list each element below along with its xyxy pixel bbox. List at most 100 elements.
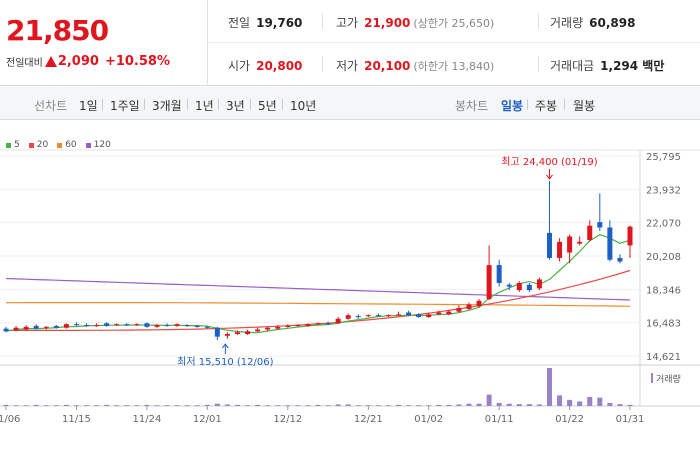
legend-ma20-label: 20 — [36, 140, 49, 150]
ma20-swatch — [28, 142, 34, 148]
high-arrow-head — [546, 174, 553, 180]
volume-bar — [506, 403, 512, 406]
x-tick-label: 01/02 — [414, 414, 443, 425]
divider — [322, 13, 323, 29]
stat-row-2: 시가 20,800 저가 20,100 (하한가 13,840) 거래대금 1,294 … — [208, 43, 700, 86]
legend-ma60[interactable]: 60 — [57, 140, 77, 150]
tab-1w[interactable]: 1주일 — [110, 99, 140, 113]
volume-legend-swatch — [651, 373, 653, 383]
candle-body — [546, 232, 552, 258]
candle-body — [194, 325, 200, 327]
volume-bar — [446, 404, 452, 406]
volume-bar — [476, 403, 482, 406]
up-triangle-icon — [44, 56, 57, 67]
tab-weekly[interactable]: 주봉 — [535, 99, 558, 113]
tab-monthly[interactable]: 월봉 — [573, 99, 596, 113]
candle-body — [164, 325, 170, 327]
candle-body — [345, 315, 351, 319]
upper-limit: (상한가 25,650) — [413, 17, 495, 30]
volume-bar — [587, 396, 593, 406]
tab-3m[interactable]: 3개월 — [152, 99, 182, 113]
divider — [564, 99, 565, 110]
volume-bar — [557, 395, 563, 406]
legend-ma5[interactable]: 5 — [6, 140, 20, 150]
volume-bar — [406, 405, 412, 406]
candle-body — [516, 282, 522, 291]
divider — [538, 56, 539, 72]
candle-body — [355, 316, 361, 318]
prev-close-stat: 전일 19,760 — [228, 14, 302, 31]
volume-bar — [536, 404, 542, 406]
legend-ma5-label: 5 — [14, 140, 20, 150]
stock-summary: 21,850 전일대비 2,090 +10.58% 전일 19,760 고가 21,… — [0, 0, 700, 86]
volume-bar — [154, 405, 160, 406]
candle-chart-header: 봉차트 — [455, 99, 489, 113]
candle-body — [396, 314, 402, 316]
current-price: 21,850 — [6, 14, 109, 47]
low-annotation: 최저 15,510 (12/06) — [177, 356, 273, 368]
candle-body — [617, 257, 623, 262]
chart-tabs: 선차트 1일 1주일 3개월 1년 3년 5년 10년 봉차트 일봉 주봉 월봉 — [0, 87, 700, 120]
volume-bar — [567, 399, 573, 406]
candle-body — [486, 265, 492, 300]
candle-body — [174, 324, 180, 326]
low-arrow-head — [221, 343, 229, 349]
ma20-line — [6, 269, 631, 331]
candle-body — [456, 308, 462, 312]
candle-body — [33, 325, 39, 329]
volume-bar — [43, 405, 49, 406]
candle-body — [496, 265, 502, 283]
candle-body — [3, 328, 9, 332]
tab-10y[interactable]: 10년 — [290, 99, 317, 113]
divider — [322, 56, 323, 72]
volume-bar — [305, 405, 311, 406]
candle-body — [597, 222, 603, 228]
candle-body — [285, 325, 291, 327]
candle-body — [557, 241, 563, 258]
candle-body — [466, 304, 472, 309]
candle-body — [416, 314, 422, 317]
ma60-swatch — [57, 142, 63, 148]
volume-bar — [275, 405, 281, 406]
volume-bar — [385, 405, 391, 406]
high-annotation: 최고 24,400 (01/19) — [501, 156, 597, 168]
candle-body — [335, 318, 341, 324]
candle-body — [436, 312, 442, 315]
volume-bar — [255, 404, 261, 406]
legend-ma20[interactable]: 20 — [28, 140, 49, 150]
divider — [187, 99, 188, 110]
x-tick-label: 11/15 — [62, 414, 91, 425]
divider — [218, 99, 219, 110]
high-value: 21,900 — [364, 16, 411, 30]
volume-bar — [63, 404, 69, 406]
tab-3y[interactable]: 3년 — [226, 99, 245, 113]
high-stat: 고가 21,900 (상한가 25,650) — [336, 14, 494, 31]
open-value: 20,800 — [256, 59, 303, 73]
x-tick-label: 01/31 — [616, 414, 645, 425]
candle-body — [587, 225, 593, 241]
open-label: 시가 — [228, 59, 251, 73]
tab-1d[interactable]: 1일 — [79, 99, 98, 113]
candle-body — [627, 226, 633, 246]
change-percent: +10.58% — [104, 54, 170, 69]
stat-grid: 전일 19,760 고가 21,900 (상한가 25,650) 거래량 60,898 … — [208, 0, 700, 86]
candle-body — [214, 327, 220, 337]
volume-bar — [265, 405, 271, 406]
y-tick-label: 20,208 — [646, 252, 681, 263]
volume-bar — [285, 405, 291, 406]
divider — [527, 99, 528, 110]
candle-body — [265, 327, 271, 330]
tab-5y[interactable]: 5년 — [258, 99, 277, 113]
legend-ma120[interactable]: 120 — [85, 140, 111, 150]
y-tick-label: 22,070 — [646, 219, 681, 230]
candle-body — [577, 241, 583, 244]
candle-body — [224, 334, 230, 336]
high-label: 고가 — [336, 16, 359, 30]
tab-daily[interactable]: 일봉 — [501, 99, 524, 113]
volume-bar — [466, 403, 472, 406]
candle-body — [43, 326, 49, 328]
tab-1y[interactable]: 1년 — [195, 99, 214, 113]
candle-body — [234, 332, 240, 335]
prev-close-value: 19,760 — [256, 16, 303, 30]
ma-legend: 5 20 60 120 — [6, 140, 111, 150]
